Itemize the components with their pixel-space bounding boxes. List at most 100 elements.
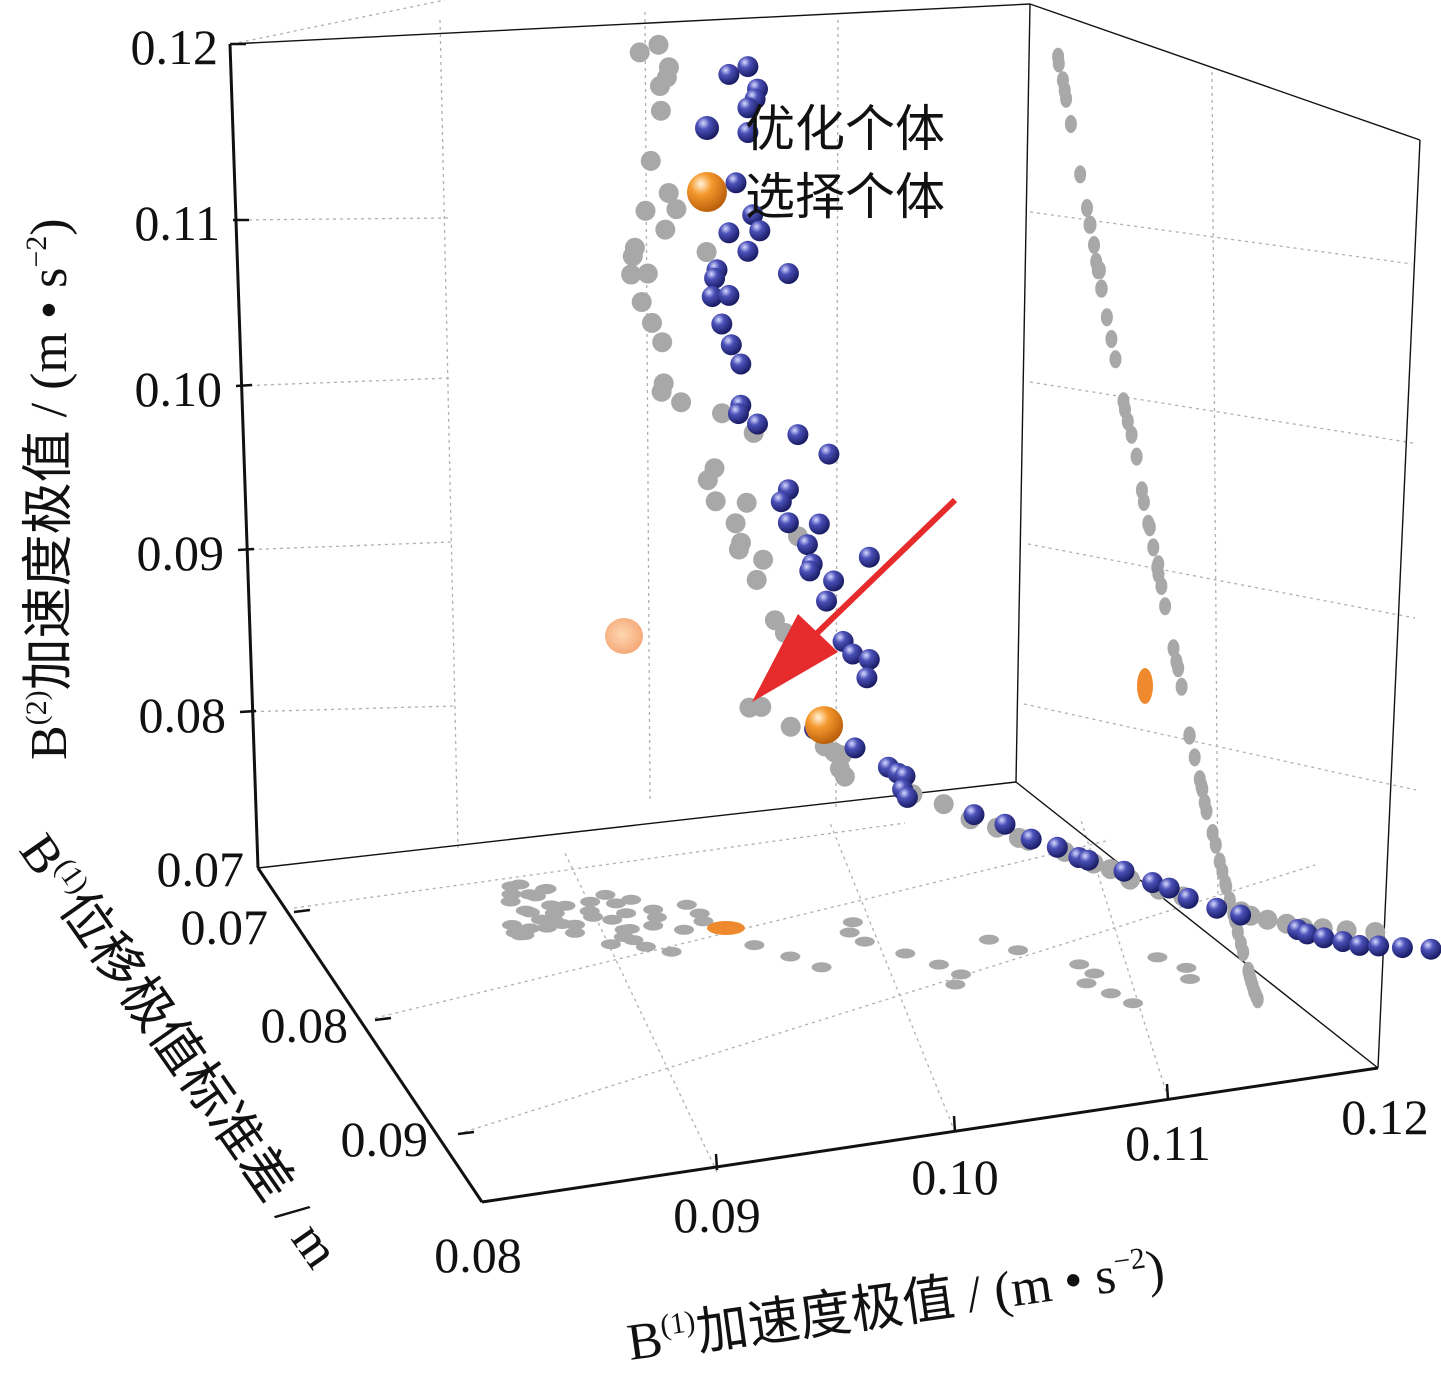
projection-point-floor [1008, 945, 1028, 956]
projection-point-floor [979, 934, 999, 945]
projection-point-left [834, 766, 855, 787]
projection-point-right [1084, 215, 1097, 234]
projection-point-floor [811, 962, 832, 973]
x-tick-label: 0.11 [1125, 1115, 1211, 1171]
projection-point-floor [500, 896, 521, 907]
projection-point-left [751, 696, 772, 717]
data-point-optimized [777, 263, 799, 284]
data-point-optimized [711, 313, 733, 335]
projection-point-left [658, 183, 679, 203]
data-point-optimized [823, 570, 845, 592]
annotation-arrow [752, 497, 958, 702]
selected-projection-right [1137, 668, 1153, 704]
projection-point-left [712, 403, 732, 424]
grid-left-wall [231, 0, 651, 849]
data-point-optimized [1368, 935, 1390, 957]
data-point-optimized [1332, 931, 1354, 952]
projection-point-right [1081, 199, 1093, 217]
data-point-optimized [994, 813, 1016, 835]
data-point-optimized [701, 286, 723, 307]
data-point-optimized [1046, 836, 1068, 858]
projection-point-left [705, 491, 726, 512]
projection-point-left [640, 150, 661, 171]
projection-point-floor [635, 941, 656, 952]
projection-point-left [651, 381, 672, 402]
projection-point-floor [646, 912, 667, 923]
projection-point-floor [606, 898, 626, 909]
data-point-optimized [737, 122, 759, 143]
z-tick-label: 0.11 [134, 195, 220, 251]
projection-point-floor [928, 959, 949, 970]
projection-point-left [652, 332, 673, 353]
projection-point-floor [621, 894, 642, 905]
projection-point-right [1159, 597, 1172, 616]
projection-point-right [1091, 261, 1104, 280]
x-tick-label: 0.12 [1341, 1089, 1429, 1145]
data-point-optimized [816, 590, 837, 612]
projection-point-right [1251, 990, 1264, 1009]
projection-point-floor [854, 936, 875, 947]
data-point-optimized [787, 424, 809, 446]
projection-point-right [1095, 279, 1108, 298]
projection-right-wall [1052, 47, 1264, 1009]
projection-point-floor [616, 908, 637, 919]
projection-point-left [655, 219, 676, 240]
legend-label-selected: 选择个体 [745, 168, 945, 226]
projection-point-right [1220, 877, 1233, 896]
projection-point-floor [1069, 959, 1090, 970]
z-tick-labels: 0.12 0.11 0.10 0.09 0.08 0.07 [131, 19, 245, 897]
projection-point-floor [661, 946, 682, 957]
data-point-optimized [1142, 872, 1163, 893]
projection-point-right [1188, 748, 1201, 767]
data-point-optimized [718, 284, 740, 306]
data-point-optimized [963, 804, 985, 826]
projection-point-floor [945, 979, 966, 990]
data-point-optimized [1020, 828, 1042, 850]
projection-point-floor [1180, 974, 1200, 984]
data-point-optimized [799, 560, 821, 582]
projection-point-floor [780, 951, 801, 962]
projection-point-floor [502, 920, 522, 930]
projection-point-left [666, 199, 687, 220]
data-point-optimized [704, 267, 726, 289]
projection-point-right [1064, 115, 1077, 133]
projection-point-right [1155, 577, 1168, 595]
projection-point-floor [1176, 962, 1197, 973]
projection-point-floor [895, 948, 916, 959]
data-point-optimized [896, 786, 918, 808]
projection-point-floor [1100, 988, 1121, 999]
projection-point-floor [643, 920, 664, 931]
x-axis-title: B(1)加速度极值 / (m • s−2) [624, 1239, 1168, 1372]
data-point-optimized [1420, 938, 1441, 960]
projection-point-floor [623, 935, 644, 946]
projection-point-right [1137, 493, 1150, 511]
x-tick-label: 0.09 [673, 1187, 761, 1243]
projection-point-right [1172, 659, 1185, 678]
projection-point-left [637, 263, 658, 284]
selected-projection-left [605, 618, 643, 654]
projection-point-right [1152, 555, 1165, 574]
data-point-selected [805, 706, 844, 745]
data-point-optimized [737, 97, 759, 119]
projection-point-floor [674, 924, 694, 935]
projection-point-left [1257, 909, 1278, 930]
data-point-optimized [818, 443, 840, 465]
data-point-optimized [770, 491, 792, 513]
legend-label-optimized: 优化个体 [745, 100, 945, 158]
y-tick-labels: 0.07 0.08 0.09 [181, 899, 429, 1167]
data-point-optimized [844, 737, 866, 759]
y-tick-label: 0.08 [261, 997, 349, 1053]
data-point-optimized [1391, 937, 1413, 959]
projection-point-left [621, 264, 642, 285]
selected-projection-floor [707, 921, 745, 935]
data-point-optimized [842, 643, 864, 665]
projection-point-left [650, 76, 670, 96]
projection-point-floor [1147, 952, 1168, 963]
projection-point-left [622, 246, 643, 267]
data-point-optimized [1349, 934, 1371, 956]
legend-marker-optimized [695, 116, 719, 140]
projection-point-right [1100, 308, 1113, 327]
projection-point-floor [643, 904, 664, 915]
y-tick-label: 0.09 [341, 1111, 429, 1167]
axes-frame [228, 3, 1421, 1204]
